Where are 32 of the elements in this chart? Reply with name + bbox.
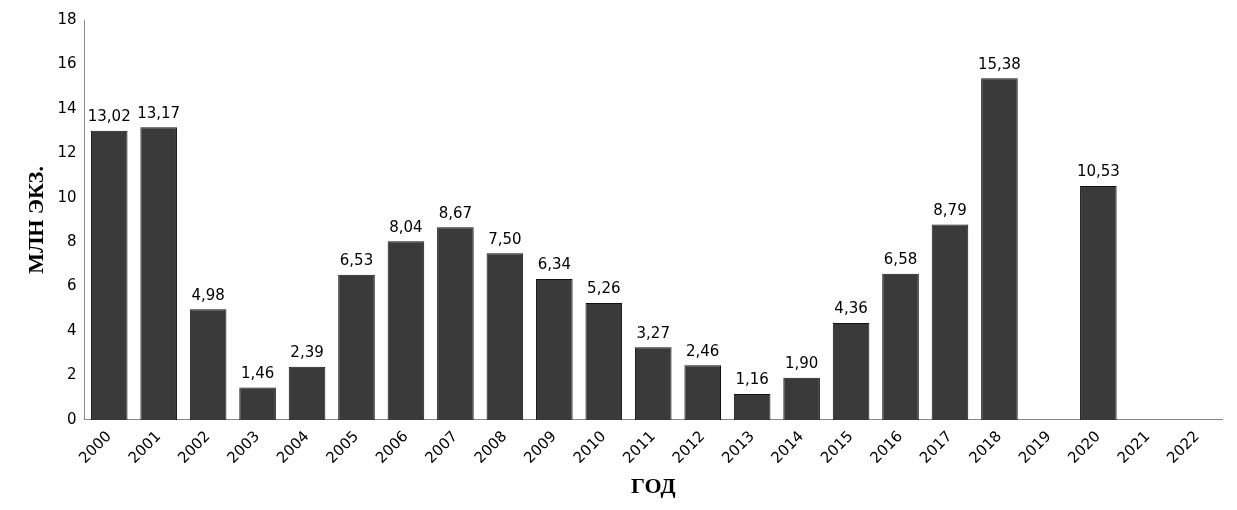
data-label: 4,98: [191, 285, 225, 304]
data-label: 8,79: [933, 201, 967, 219]
y-axis-title: МЛН ЭКЗ.: [22, 166, 48, 274]
data-label: 10,53: [1076, 162, 1120, 181]
data-label: 13,02: [87, 107, 131, 126]
x-axis-title: ГОД: [630, 473, 676, 499]
data-label: 6,34: [537, 255, 572, 274]
data-label: 3,27: [636, 323, 670, 342]
data-label: 1,46: [240, 363, 275, 382]
data-label: 1,90: [784, 354, 819, 373]
data-label: 5,26: [587, 279, 621, 298]
y-tick-label: 16: [57, 54, 77, 73]
y-tick-label: 8: [66, 232, 77, 251]
data-label: 15,38: [977, 54, 1021, 73]
data-label: 7,50: [488, 229, 522, 248]
y-tick-label: 18: [57, 9, 77, 28]
y-tick-label: 4: [66, 320, 77, 339]
data-label: 6,53: [339, 251, 374, 270]
y-tick-label: 14: [57, 98, 77, 117]
y-tick-label: 2: [66, 365, 77, 384]
data-label: 4,36: [834, 299, 868, 318]
data-label: 6,58: [883, 250, 918, 269]
data-label: 13,17: [137, 103, 181, 122]
data-label: 8,04: [389, 217, 423, 236]
data-label: 8,67: [438, 203, 473, 222]
y-tick-label: 0: [66, 409, 77, 428]
y-tick-label: 10: [57, 187, 77, 206]
data-label: 2,46: [686, 341, 720, 360]
data-label: 2,39: [290, 343, 324, 362]
data-label: 1,16: [735, 370, 769, 389]
y-tick-label: 12: [57, 143, 77, 162]
y-tick-label: 6: [66, 276, 77, 295]
